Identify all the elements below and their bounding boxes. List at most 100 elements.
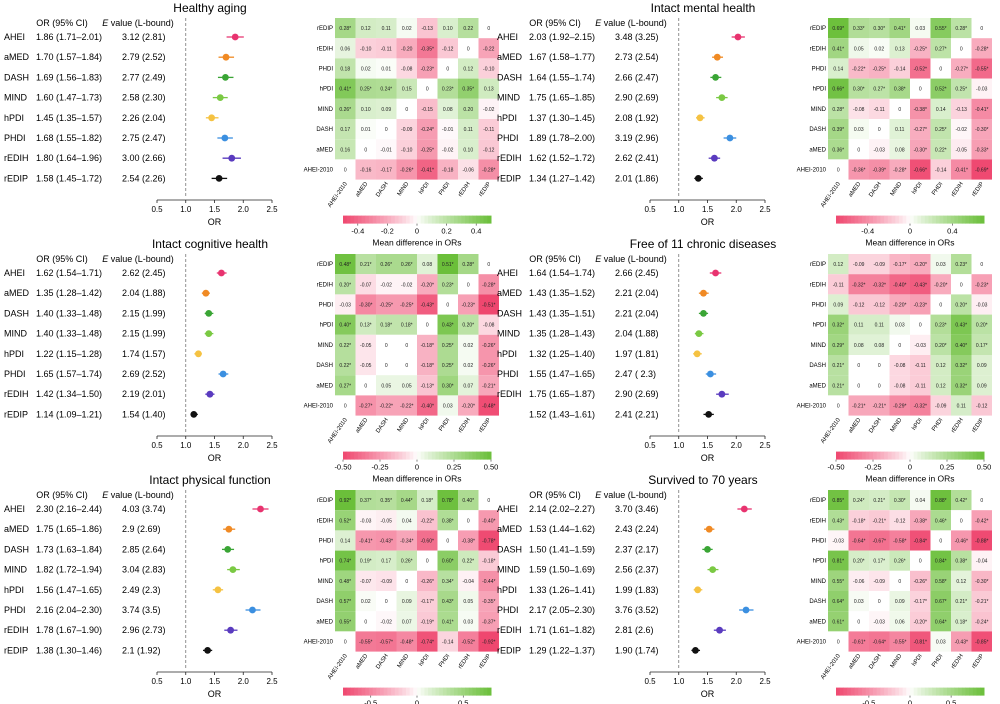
heat-cell-value: 0.52* xyxy=(339,518,351,524)
heat-cell xyxy=(478,355,499,376)
heat-cell-value: -0.23* xyxy=(462,303,475,309)
colorbar-segment xyxy=(895,215,900,224)
colorbar-tick-label: 0 xyxy=(415,463,419,472)
heat-cell-value: -0.24* xyxy=(421,127,434,133)
x-tick-label: 1.0 xyxy=(673,677,685,686)
heat-cell-value: 0.11 xyxy=(382,26,392,32)
row-label: MIND xyxy=(4,93,27,103)
heat-col-label: PHDI xyxy=(438,653,451,668)
heat-row-label: PHDI xyxy=(319,67,334,73)
or-ci-value: 1.56 (1.47–1.65) xyxy=(36,585,102,595)
heat-cell xyxy=(335,78,356,99)
heat-cell-value: -0.43* xyxy=(955,640,968,646)
row-label: DASH xyxy=(497,308,522,318)
heat-cell-value: 0.14 xyxy=(936,107,946,113)
e-value: 2.9 (2.69) xyxy=(122,524,161,534)
heat-cell-value: 0.15 xyxy=(402,87,412,93)
heat-cell xyxy=(930,510,951,531)
or-point xyxy=(694,175,702,182)
colorbar-segment xyxy=(439,687,444,696)
colorbar-segment xyxy=(476,687,481,696)
e-value: 2.77 (2.49) xyxy=(122,72,166,82)
heat-cell xyxy=(828,294,849,315)
colorbar-label: Mean difference in ORs xyxy=(372,238,461,248)
or-point xyxy=(225,525,233,533)
colorbar-segment xyxy=(924,215,929,224)
heat-cell-value: -0.11 xyxy=(915,383,926,389)
heat-row-label: hPDI xyxy=(813,323,827,329)
heat-cell-value: -0.25* xyxy=(421,147,434,153)
heat-cell xyxy=(971,98,992,119)
panel-title: Healthy aging xyxy=(173,1,246,15)
heat-cell-value: 0 xyxy=(487,262,490,268)
heat-cell xyxy=(458,254,479,275)
colorbar-segment xyxy=(947,687,952,696)
heat-cell-value: -0.44* xyxy=(482,579,495,585)
heat-cell xyxy=(869,334,890,355)
x-axis-label: OR xyxy=(701,217,715,227)
colorbar-segment xyxy=(935,451,941,460)
heat-cell xyxy=(335,611,356,632)
heat-cell xyxy=(951,78,972,99)
heat-cell-value: -0.41* xyxy=(955,168,968,174)
heat-cell-value: 0.26* xyxy=(339,107,351,113)
colorbar-segment xyxy=(947,215,952,224)
heat-cell xyxy=(930,355,951,376)
heat-cell-value: 0.22* xyxy=(339,343,351,349)
forest-panel-1: Intact mental health OR (95% CI) E value (… xyxy=(497,1,771,227)
or-point xyxy=(202,289,210,297)
heat-cell xyxy=(910,395,931,416)
heat-cell xyxy=(478,334,499,355)
colorbar-segment xyxy=(976,451,981,460)
colorbar-segment xyxy=(972,451,978,460)
heat-cell xyxy=(335,254,356,275)
heat-cell xyxy=(437,510,458,531)
e-value-header-e: E xyxy=(102,490,109,500)
heat-cell-value: -0.37* xyxy=(482,619,495,625)
colorbar-segment xyxy=(939,451,944,460)
heatmap-panel-5: rEDIP 0.85* 0.24* 0.21* 0.30* 0.04 0.88* 0.42* 0… xyxy=(797,490,992,704)
heat-cell-value: -0.11 xyxy=(915,363,926,369)
row-label: aMED xyxy=(4,52,30,62)
row-label: rEDIH xyxy=(4,153,29,163)
heat-cell xyxy=(951,254,972,275)
heat-cell xyxy=(417,314,438,335)
heat-cell xyxy=(376,78,397,99)
heat-cell xyxy=(971,314,992,335)
colorbar-segment xyxy=(961,215,966,224)
heat-cell xyxy=(971,159,992,180)
heat-cell-value: 0.30* xyxy=(894,498,906,504)
heat-cell xyxy=(848,631,869,652)
heat-cell xyxy=(355,490,376,511)
colorbar-segment xyxy=(365,451,370,460)
x-tick-label: 2.5 xyxy=(759,677,771,686)
x-axis-label: OR xyxy=(208,453,222,463)
heat-cell-value: -0.17 xyxy=(381,168,393,174)
or-ci-value: 1.29 (1.22–1.37) xyxy=(529,645,595,655)
heat-cell-value: 0.11 xyxy=(875,323,885,329)
heat-cell xyxy=(437,550,458,571)
heat-cell-value: 0.57* xyxy=(339,599,351,605)
heat-cell xyxy=(971,58,992,79)
e-value: 2.69 (2.52) xyxy=(122,369,166,379)
heat-cell-value: 0 xyxy=(960,282,963,288)
heat-cell xyxy=(848,38,869,59)
heat-cell-value: 0.13 xyxy=(484,87,494,93)
heat-cell xyxy=(376,18,397,39)
or-point xyxy=(740,505,748,513)
colorbar-segment xyxy=(409,451,414,460)
colorbar-segment xyxy=(880,451,885,460)
heat-cell-value: 0.12 xyxy=(936,383,946,389)
heat-cell-value: 0.02 xyxy=(361,67,371,73)
heat-cell-value: -0.26* xyxy=(421,579,434,585)
heat-cell-value: -0.11 xyxy=(381,46,392,52)
heat-cell-value: 0.23* xyxy=(442,87,454,93)
heat-cell xyxy=(869,159,890,180)
colorbar-segment xyxy=(372,215,377,224)
heat-cell-value: 0.88* xyxy=(935,498,947,504)
forest-panel-4: Intact physical function OR (95% CI) E val… xyxy=(4,473,278,699)
heat-cell-value: 0 xyxy=(898,107,901,113)
row-label: PHDI xyxy=(4,605,26,615)
heat-cell-value: -0.35* xyxy=(421,46,434,52)
heat-cell-value: 0.27* xyxy=(873,87,885,93)
